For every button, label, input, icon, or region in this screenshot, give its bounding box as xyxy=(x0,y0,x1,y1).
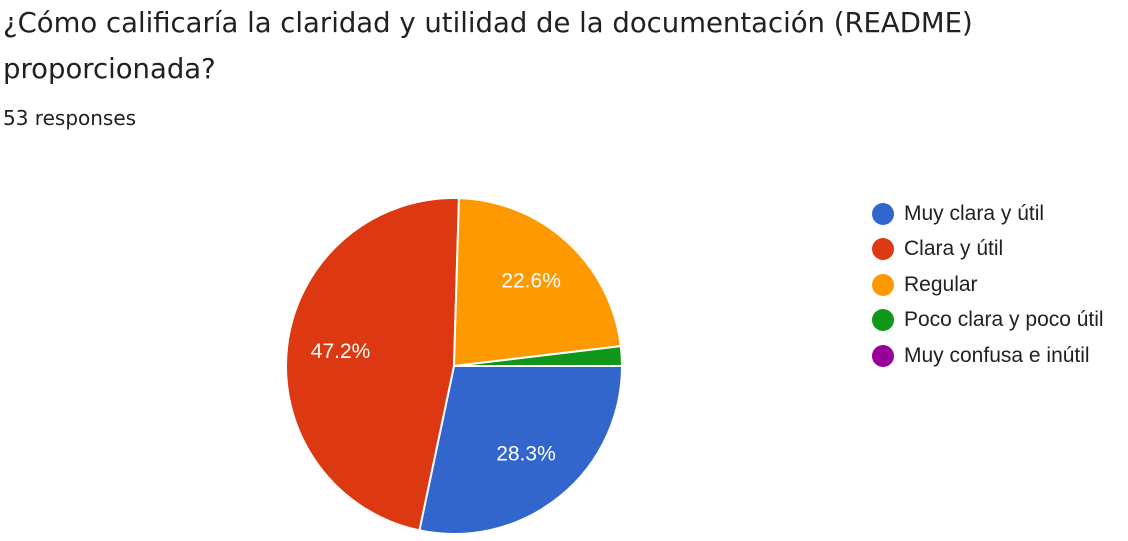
pie-slice xyxy=(418,365,624,535)
legend-label: Poco clara y poco útil xyxy=(904,308,1104,332)
slice-percent-label: 28.3% xyxy=(496,442,556,465)
legend-item: Regular xyxy=(872,267,1104,303)
legend-label: Muy confusa e inútil xyxy=(904,343,1090,367)
legend-label: Muy clara y útil xyxy=(904,201,1045,225)
pie-slice xyxy=(453,345,624,367)
legend-label: Clara y útil xyxy=(904,237,1004,261)
legend-label: Regular xyxy=(904,272,978,296)
legend-item: Muy clara y útil xyxy=(872,196,1104,232)
legend-swatch xyxy=(872,344,894,367)
legend-item: Poco clara y poco útil xyxy=(872,303,1104,339)
pie-slice xyxy=(285,197,461,532)
slice-percent-label: 47.2% xyxy=(311,340,371,363)
question-title: ¿Cómo calificaría la claridad y utilidad… xyxy=(3,7,973,85)
chart-legend: Muy clara y útil Clara y útil Regular Poco … xyxy=(872,196,1104,374)
pie-slice xyxy=(452,197,622,368)
legend-swatch xyxy=(872,309,894,332)
legend-swatch xyxy=(872,202,894,225)
slice-percent-label: 22.6% xyxy=(501,269,561,292)
legend-swatch xyxy=(872,273,894,296)
response-count: 53 responses xyxy=(3,106,137,130)
legend-item: Clara y útil xyxy=(872,232,1104,268)
legend-item: Muy confusa e inútil xyxy=(872,338,1104,374)
legend-swatch xyxy=(872,238,894,261)
